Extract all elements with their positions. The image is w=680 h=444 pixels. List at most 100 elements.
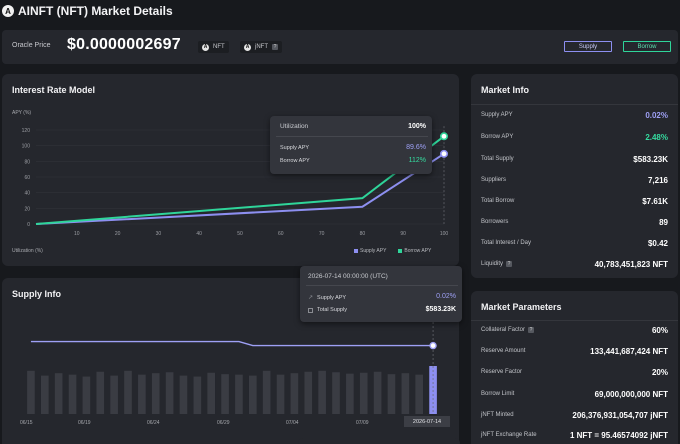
supply-bar bbox=[179, 375, 188, 414]
param-row-reserve-amount: Reserve Amount 133,441,687,424 NFT bbox=[481, 345, 668, 357]
info-label: Total Supply bbox=[481, 156, 514, 162]
supply-bar bbox=[193, 376, 202, 414]
y-tick-label: 60 bbox=[24, 175, 30, 181]
supply-bar bbox=[82, 376, 91, 414]
legend-borrow-swatch bbox=[398, 249, 403, 253]
param-value: 60% bbox=[651, 325, 668, 335]
y-tick-label: 40 bbox=[24, 191, 30, 197]
oracle-price-value: $0.0000002697 bbox=[67, 36, 181, 53]
info-row-borrow-apy: Borrow APY 2.48% bbox=[481, 131, 668, 143]
market-info-divider bbox=[471, 104, 678, 105]
supply-bar bbox=[207, 372, 216, 414]
tooltip-apy-label: Supply APY bbox=[317, 294, 347, 301]
borrow-apy-point bbox=[439, 132, 448, 141]
supply-bar bbox=[124, 370, 132, 414]
supply-bar bbox=[165, 372, 174, 414]
x-tick-label: 30 bbox=[156, 231, 162, 237]
supply-bar bbox=[40, 375, 49, 414]
interest-rate-card: Interest Rate Model APY (%) 0 20 40 60 80 100… bbox=[2, 74, 459, 266]
tooltip-apy-row: ↗ Supply APY bbox=[308, 294, 347, 302]
supply-button[interactable]: Supply bbox=[564, 41, 612, 52]
token-label-nft: NFT bbox=[213, 44, 225, 50]
token-pill-jnft[interactable]: A jNFT ? bbox=[240, 41, 282, 53]
info-label: Suppliers bbox=[481, 177, 507, 183]
market-params-card: Market Parameters Collateral Factor ? 60… bbox=[471, 291, 678, 444]
help-icon[interactable]: ? bbox=[528, 327, 535, 333]
ainft-logo-icon: A bbox=[2, 5, 14, 17]
x-tick-label: 60 bbox=[278, 231, 284, 237]
supply-bar bbox=[27, 370, 35, 414]
x-tick-label: 50 bbox=[237, 231, 243, 237]
supply-bar bbox=[248, 375, 257, 414]
param-label-text: Collateral Factor bbox=[481, 327, 526, 333]
x-tick-label: 90 bbox=[400, 231, 406, 237]
info-row-supply-apy: Supply APY 0.02% bbox=[481, 109, 668, 121]
info-value: 89 bbox=[659, 217, 668, 227]
info-value: 7,216 bbox=[647, 175, 668, 185]
legend-borrow: Borrow APY bbox=[398, 248, 431, 254]
info-label: Total Interest / Day bbox=[481, 240, 532, 246]
info-value: 2.48% bbox=[645, 132, 668, 142]
supply-tooltip: 2026-07-14 00:00:00 (UTC) ↗ Supply APY 0… bbox=[300, 266, 462, 322]
legend-supply-swatch bbox=[354, 249, 358, 253]
borrow-button[interactable]: Borrow bbox=[623, 41, 671, 52]
param-row-exchange-rate: jNFT Exchange Rate 1 NFT = 95.46574092 j… bbox=[481, 429, 668, 441]
tooltip-borrow-label: Borrow APY bbox=[280, 158, 310, 164]
tooltip-total-row: Total Supply bbox=[308, 307, 347, 313]
supply-info-card: Supply Info 06/15 06/19 06/24 06/29 07/0… bbox=[2, 266, 462, 444]
param-row-collateral: Collateral Factor ? 60% bbox=[481, 324, 668, 336]
supply-bar bbox=[110, 375, 118, 414]
supply-bar bbox=[346, 373, 354, 414]
x-tick-label: 80 bbox=[360, 231, 366, 237]
supply-bar bbox=[221, 374, 229, 414]
help-icon[interactable]: ? bbox=[272, 44, 278, 50]
info-value: $0.42 bbox=[647, 238, 668, 248]
y-tick-label: 20 bbox=[24, 206, 30, 212]
info-row-total-supply: Total Supply $583.23K bbox=[481, 153, 668, 165]
interest-legend: Supply APY Borrow APY bbox=[354, 248, 431, 254]
tooltip-divider bbox=[276, 136, 428, 137]
param-label: Borrow Limit bbox=[481, 391, 515, 397]
help-icon[interactable]: ? bbox=[506, 261, 513, 267]
supply-info-title: Supply Info bbox=[12, 289, 61, 299]
utilization-axis-label: Utilization (%) bbox=[12, 248, 43, 254]
param-row-borrow-limit: Borrow Limit 69,000,000,000 NFT bbox=[481, 388, 668, 400]
info-row-total-borrow: Total Borrow $7.61K bbox=[481, 195, 668, 207]
supply-bar bbox=[68, 374, 77, 414]
y-tick-label: 120 bbox=[22, 128, 31, 134]
apy-axis-label: APY (%) bbox=[12, 110, 32, 116]
info-row-borrowers: Borrowers 89 bbox=[481, 216, 668, 228]
x-tick-label: 10 bbox=[74, 231, 80, 237]
x-tick-label: 70 bbox=[319, 231, 325, 237]
param-row-reserve-factor: Reserve Factor 20% bbox=[481, 366, 668, 378]
info-label: Borrow APY bbox=[481, 134, 514, 140]
supply-bar bbox=[359, 372, 368, 414]
x-tick-label: 07/09 bbox=[356, 420, 369, 426]
info-row-liquidity: Liquidity ? 40,783,451,823 NFT bbox=[481, 258, 668, 270]
x-tick-highlight: 2026-07-14 bbox=[404, 416, 450, 427]
info-label: Total Borrow bbox=[481, 198, 515, 204]
info-label-text: Liquidity bbox=[481, 261, 504, 267]
legend-supply: Supply APY bbox=[354, 248, 386, 254]
supply-apy-point bbox=[429, 341, 437, 350]
x-tick-label: 100 bbox=[440, 231, 449, 237]
supply-bar bbox=[415, 374, 424, 414]
x-tick-label: 06/19 bbox=[78, 420, 91, 426]
page-title: AINFT (NFT) Market Details bbox=[18, 4, 173, 18]
legend-supply-label: Supply APY bbox=[360, 248, 387, 254]
oracle-bar: Oracle Price $0.0000002697 A NFT A jNFT … bbox=[2, 30, 678, 64]
interest-rate-chart[interactable]: 0 20 40 60 80 100 120 10 20 30 40 50 60 70 80 90 100 bbox=[2, 74, 459, 266]
param-value: 20% bbox=[651, 367, 668, 377]
token-label-jnft: jNFT bbox=[255, 44, 268, 50]
param-label: Reserve Amount bbox=[481, 348, 526, 354]
market-params-divider bbox=[471, 320, 678, 321]
line-chart-icon: ↗ bbox=[308, 295, 314, 301]
supply-info-chart[interactable] bbox=[2, 278, 459, 444]
supply-bar bbox=[290, 373, 299, 414]
tooltip-divider bbox=[306, 285, 458, 286]
param-value: 133,441,687,424 NFT bbox=[590, 346, 668, 356]
info-label: Borrowers bbox=[481, 219, 509, 225]
info-row-suppliers: Suppliers 7,216 bbox=[481, 174, 668, 186]
token-pill-nft[interactable]: A NFT bbox=[198, 41, 229, 53]
x-tick-label: 06/15 bbox=[20, 420, 33, 426]
